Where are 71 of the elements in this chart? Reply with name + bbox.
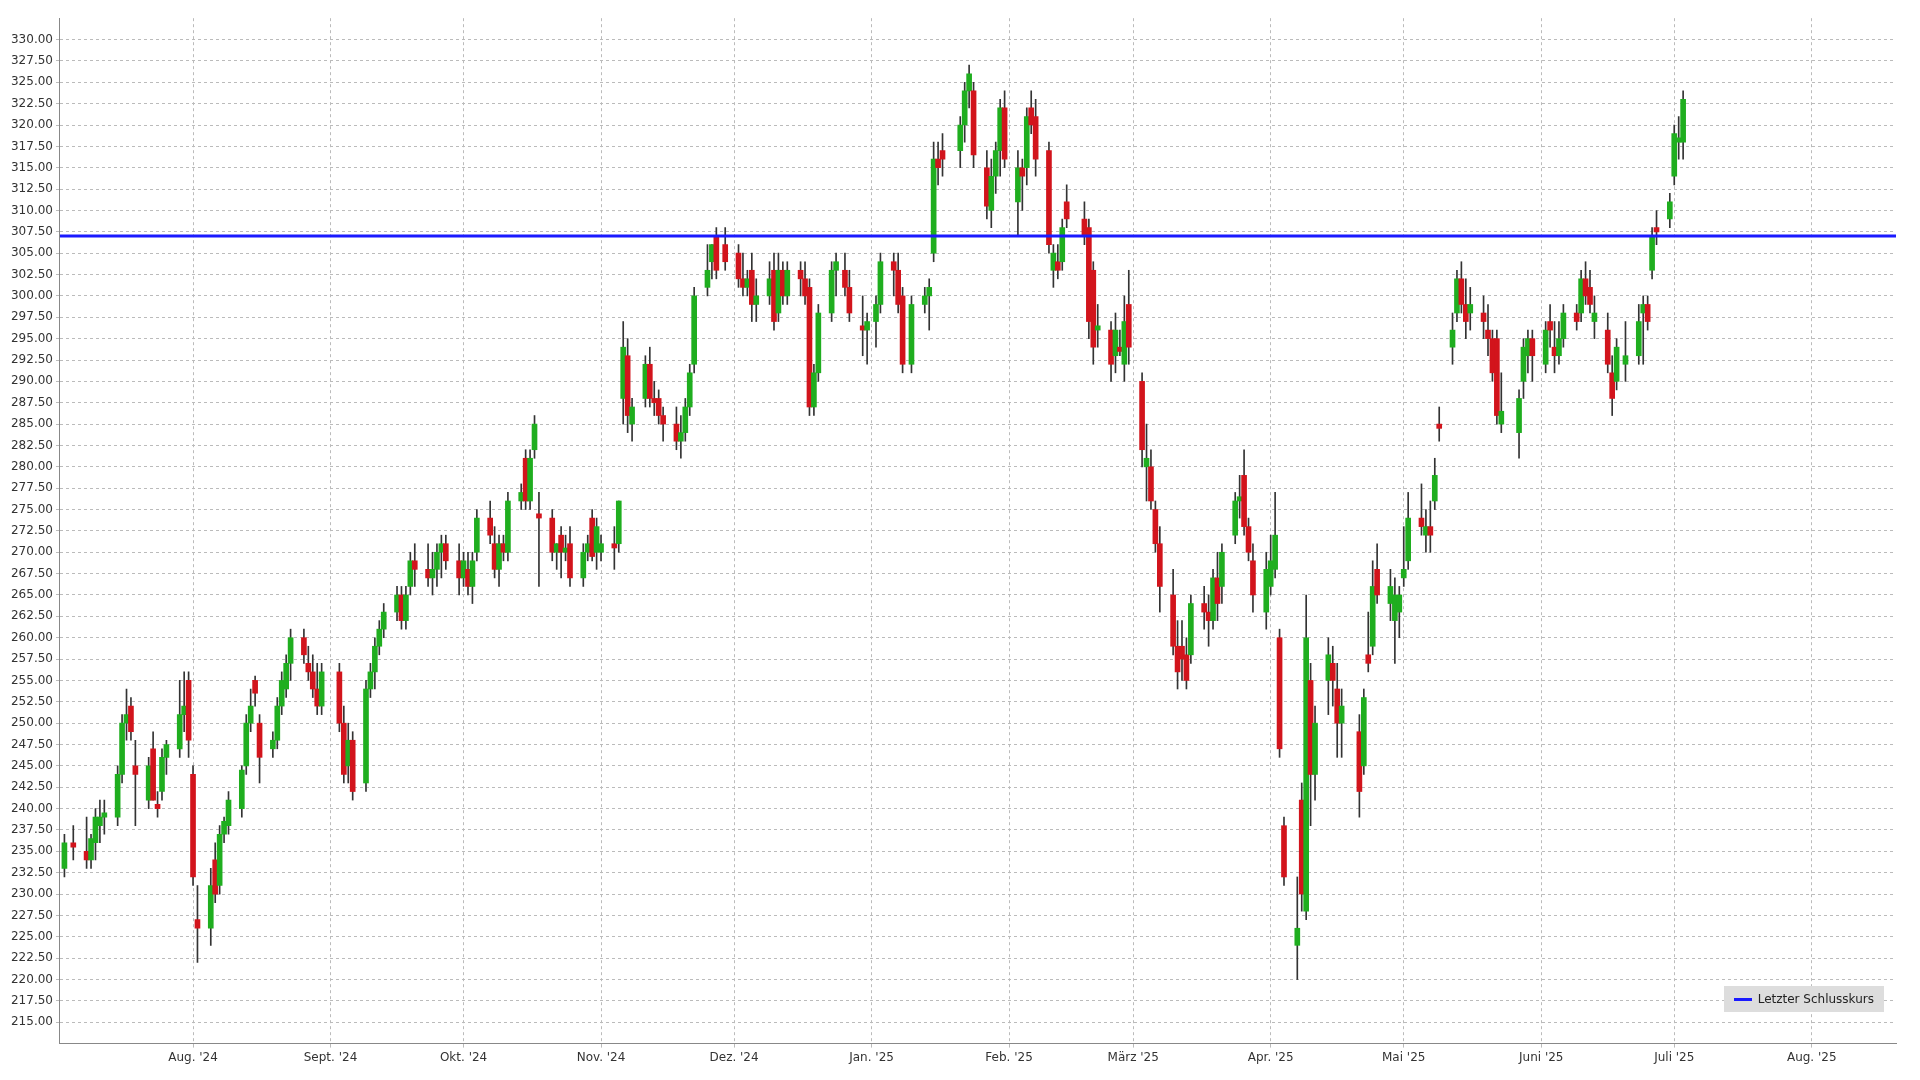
y-tick-label: 330.00 xyxy=(10,31,53,46)
y-tick-label: 237.50 xyxy=(10,822,53,837)
x-tick-label: Juli '25 xyxy=(1653,1049,1695,1064)
y-tick-label: 327.50 xyxy=(10,53,53,68)
y-tick-label: 317.50 xyxy=(10,138,53,153)
y-tick-label: 325.00 xyxy=(10,74,53,89)
x-tick-label: Aug. '24 xyxy=(168,1049,218,1064)
candlestick xyxy=(926,278,933,331)
x-tick-label: Mai '25 xyxy=(1382,1049,1426,1064)
x-tick-label: Apr. '25 xyxy=(1247,1049,1294,1064)
y-tick-label: 260.00 xyxy=(10,629,53,644)
y-tick-label: 302.50 xyxy=(10,266,53,281)
y-tick-label: 287.50 xyxy=(10,394,53,409)
y-tick-label: 322.50 xyxy=(10,95,53,110)
y-tick-label: 265.00 xyxy=(10,587,53,602)
y-tick-label: 280.00 xyxy=(10,458,53,473)
y-tick-label: 247.50 xyxy=(10,736,53,751)
x-tick-label: Sept. '24 xyxy=(303,1049,358,1064)
y-tick-label: 285.00 xyxy=(10,416,53,431)
x-tick-label: Dez. '24 xyxy=(709,1049,759,1064)
y-tick-label: 307.50 xyxy=(10,223,53,238)
y-tick-label: 300.00 xyxy=(10,288,53,303)
y-tick-label: 262.50 xyxy=(10,608,53,623)
y-tick-label: 227.50 xyxy=(10,907,53,922)
y-tick-label: 282.50 xyxy=(10,437,53,452)
y-tick-label: 277.50 xyxy=(10,480,53,495)
y-tick-label: 305.00 xyxy=(10,245,53,260)
y-tick-label: 275.00 xyxy=(10,501,53,516)
candlestick xyxy=(1294,876,1301,980)
x-tick-label: Nov. '24 xyxy=(576,1049,626,1064)
y-tick-label: 215.00 xyxy=(10,1014,53,1029)
y-tick-label: 232.50 xyxy=(10,864,53,879)
candlestick xyxy=(411,543,418,587)
y-tick-label: 222.50 xyxy=(10,950,53,965)
y-tick-label: 320.00 xyxy=(10,117,53,132)
x-tick-label: Feb. '25 xyxy=(985,1049,1033,1064)
y-tick-label: 272.50 xyxy=(10,523,53,538)
candlestick xyxy=(97,799,103,844)
x-tick-label: Jan. '25 xyxy=(848,1049,894,1064)
candlestick xyxy=(1436,406,1443,442)
candlestick xyxy=(1467,287,1474,331)
y-tick-label: 297.50 xyxy=(10,309,53,324)
y-tick-label: 292.50 xyxy=(10,352,53,367)
y-tick-label: 245.00 xyxy=(10,758,53,773)
y-tick-label: 252.50 xyxy=(10,693,53,708)
y-tick-label: 290.00 xyxy=(10,373,53,388)
y-tick-label: 240.00 xyxy=(10,800,53,815)
y-tick-label: 225.00 xyxy=(10,928,53,943)
x-tick-label: Aug. '25 xyxy=(1786,1049,1837,1064)
y-tick-label: 295.00 xyxy=(10,330,53,345)
x-tick-label: Okt. '24 xyxy=(439,1049,488,1064)
y-tick-label: 250.00 xyxy=(10,715,53,730)
y-tick-label: 230.00 xyxy=(10,886,53,901)
y-tick-label: 255.00 xyxy=(10,672,53,687)
y-tick-label: 257.50 xyxy=(10,651,53,666)
y-tick-label: 220.00 xyxy=(10,971,53,986)
legend-label: Letzter Schlusskurs xyxy=(1757,992,1874,1006)
y-tick-label: 270.00 xyxy=(10,544,53,559)
y-tick-label: 310.00 xyxy=(10,202,53,217)
y-tick-label: 267.50 xyxy=(10,565,53,580)
y-tick-label: 217.50 xyxy=(10,993,53,1007)
candlestick xyxy=(70,825,77,861)
y-tick-label: 242.50 xyxy=(10,779,53,794)
y-tick-label: 315.00 xyxy=(10,159,53,174)
candlestick xyxy=(536,492,542,587)
x-tick-label: Juni '25 xyxy=(1517,1049,1564,1064)
y-tick-label: 235.00 xyxy=(10,843,53,858)
candlestick xyxy=(1094,304,1101,348)
candlestick xyxy=(753,278,760,322)
y-tick-label: 312.50 xyxy=(10,181,53,196)
x-tick-label: März '25 xyxy=(1107,1049,1159,1064)
